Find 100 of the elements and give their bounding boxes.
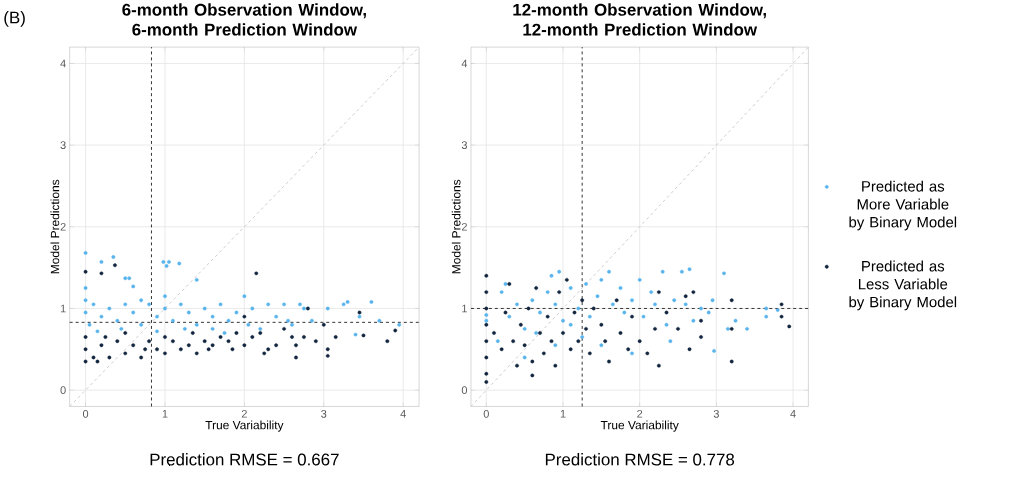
point xyxy=(729,359,734,364)
point xyxy=(250,335,255,339)
point xyxy=(178,347,183,352)
point xyxy=(131,343,136,347)
point xyxy=(321,322,326,327)
point xyxy=(139,355,144,360)
point xyxy=(333,335,338,339)
point xyxy=(683,302,688,307)
point xyxy=(230,347,235,352)
point xyxy=(626,347,631,352)
point xyxy=(683,294,688,298)
point xyxy=(313,339,318,343)
point xyxy=(710,298,715,303)
point xyxy=(568,285,573,290)
point xyxy=(484,339,489,343)
point xyxy=(484,318,489,323)
point xyxy=(687,267,692,271)
point xyxy=(361,333,366,338)
point xyxy=(584,326,588,331)
chart-title: 6-month Observation Window, 6-month Prediction Window xyxy=(122,3,366,36)
x-tick-label: 4 xyxy=(400,409,406,418)
point xyxy=(764,306,769,311)
point xyxy=(190,330,195,335)
point xyxy=(660,269,665,274)
point xyxy=(210,343,215,347)
point xyxy=(499,347,504,352)
point xyxy=(530,298,535,303)
point xyxy=(557,269,562,274)
x-tick-label: 3 xyxy=(713,409,719,418)
point xyxy=(538,330,542,335)
point xyxy=(729,298,734,303)
point xyxy=(549,339,554,343)
point xyxy=(499,290,504,294)
point xyxy=(262,351,267,356)
point xyxy=(113,263,117,267)
point xyxy=(206,347,211,352)
point xyxy=(511,339,516,343)
point xyxy=(91,355,96,360)
point xyxy=(591,306,596,311)
point xyxy=(764,314,769,319)
point xyxy=(668,339,673,343)
point xyxy=(614,298,619,303)
point xyxy=(779,314,784,319)
x-tick-label: 2 xyxy=(637,409,643,418)
point xyxy=(99,271,104,276)
point xyxy=(83,335,88,339)
point xyxy=(495,339,500,343)
point xyxy=(712,348,716,353)
point xyxy=(610,302,615,307)
point xyxy=(503,281,508,286)
point xyxy=(226,339,231,343)
point xyxy=(599,277,604,282)
point xyxy=(706,310,711,315)
point xyxy=(194,351,199,356)
point xyxy=(294,343,298,347)
point xyxy=(618,285,623,290)
x-axis-title: True Variability xyxy=(600,420,679,432)
point xyxy=(699,335,703,339)
point xyxy=(325,347,330,352)
point xyxy=(393,328,398,333)
point xyxy=(572,310,577,315)
point xyxy=(691,290,696,294)
point xyxy=(637,277,642,282)
point xyxy=(568,322,573,327)
point xyxy=(545,314,550,319)
point xyxy=(607,359,611,364)
legend-label: Predicted as More Variable by Binary Model xyxy=(849,180,957,231)
point xyxy=(787,324,792,329)
point xyxy=(679,269,684,274)
x-tick-label: 1 xyxy=(162,409,168,418)
point xyxy=(123,351,128,356)
point xyxy=(515,363,519,368)
point xyxy=(656,363,661,368)
text: Prediction RMSE = 0.667 xyxy=(150,452,339,466)
point xyxy=(242,314,247,319)
point xyxy=(484,322,489,327)
x-tick-label: 0 xyxy=(82,409,89,418)
point xyxy=(561,318,565,323)
y-axis-title: Model Predictions xyxy=(50,179,60,274)
point xyxy=(484,355,489,360)
point xyxy=(607,269,611,274)
point xyxy=(385,339,390,343)
point xyxy=(282,326,286,331)
point xyxy=(123,330,128,335)
point xyxy=(484,290,489,294)
point xyxy=(83,269,88,274)
point xyxy=(143,347,148,352)
point xyxy=(584,281,588,286)
point xyxy=(541,351,546,356)
point xyxy=(691,318,696,323)
y-tick-label: 1 xyxy=(60,304,66,313)
chart-title: 12-month Observation Window, 12-month Prediction Window xyxy=(513,3,766,36)
y-tick-label: 2 xyxy=(60,222,66,231)
point xyxy=(664,310,669,315)
point xyxy=(115,339,120,343)
x-tick-label: 4 xyxy=(790,409,796,418)
point xyxy=(722,271,726,276)
point xyxy=(630,351,634,356)
y-axis-title: Model Predictions xyxy=(451,179,461,274)
point xyxy=(553,363,558,368)
